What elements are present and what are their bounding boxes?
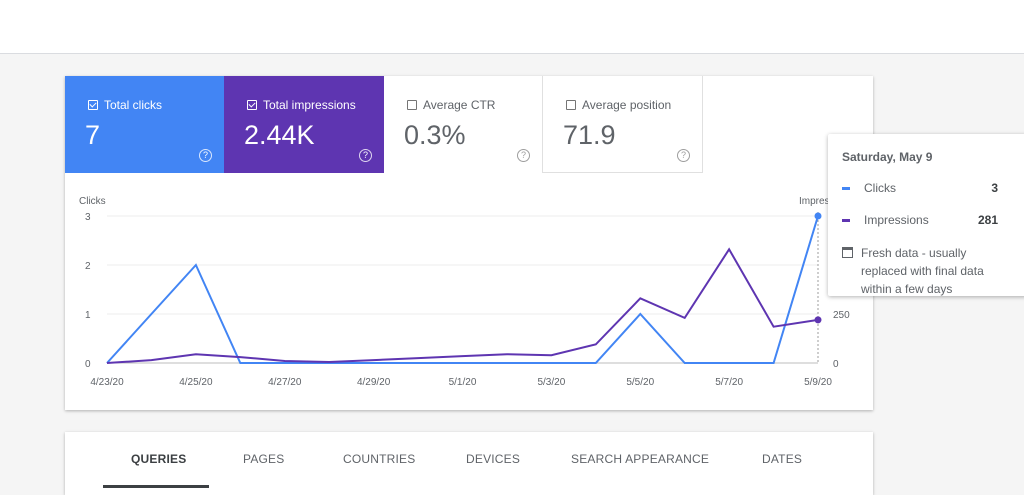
checkbox-unchecked-icon[interactable]: [566, 100, 576, 110]
checkbox-checked-icon[interactable]: [88, 100, 98, 110]
y-axis-label-right: Impressions: [799, 196, 853, 207]
checkbox-unchecked-icon[interactable]: [407, 100, 417, 110]
metric-value: 71.9: [563, 120, 616, 150]
calendar-icon: [842, 247, 853, 258]
chart-tooltip: Saturday, May 9 Clicks 3 Impressions 281…: [828, 134, 1024, 296]
y-tick-label-left: 0: [85, 359, 91, 370]
x-tick-label: 5/3/20: [537, 377, 565, 386]
x-tick-label: 4/23/20: [90, 377, 124, 386]
metric-label: Average position: [582, 98, 672, 112]
tooltip-row-name: Clicks: [864, 181, 896, 195]
y-tick-label-left: 1: [85, 310, 91, 321]
active-tab-indicator: [103, 485, 209, 488]
hover-point-impressions: [814, 316, 822, 324]
help-icon[interactable]: ?: [359, 149, 372, 162]
performance-chart[interactable]: 0 1 2 3 0 250 Clicks Impressions 4/23/20 4/25/20 4…: [65, 186, 873, 386]
hover-point-clicks: [814, 212, 822, 220]
tab-pages[interactable]: PAGES: [243, 452, 285, 466]
y-tick-label-right: 0: [833, 359, 839, 370]
x-tick-label: 5/5/20: [626, 377, 654, 386]
metric-value: 7: [85, 120, 101, 150]
tab-devices[interactable]: DEVICES: [466, 452, 521, 466]
checkbox-checked-icon[interactable]: [247, 100, 257, 110]
metric-label: Total impressions: [263, 98, 356, 112]
y-tick-label-left: 2: [85, 261, 91, 272]
series-line-clicks: [106, 215, 819, 364]
metric-total-clicks[interactable]: Total clicks 7 ?: [65, 76, 224, 173]
help-icon[interactable]: ?: [199, 149, 212, 162]
tab-search-appearance[interactable]: SEARCH APPEARANCE: [571, 452, 710, 466]
top-bar: [0, 0, 1024, 54]
tooltip-row-name: Impressions: [864, 213, 929, 227]
y-tick-label-left: 3: [85, 212, 91, 223]
tooltip-row-clicks: Clicks 3: [842, 181, 998, 195]
tab-countries[interactable]: COUNTRIES: [343, 452, 416, 466]
metric-total-impressions[interactable]: Total impressions 2.44K ?: [224, 76, 384, 173]
x-tick-label: 5/9/20: [804, 377, 832, 386]
performance-card: Total clicks 7 ? Total impressions 2.44K…: [65, 76, 873, 410]
metric-label: Total clicks: [104, 98, 163, 112]
y-tick-label-right: 250: [833, 310, 850, 321]
tooltip-note-text: Fresh data - usually replaced with final…: [861, 246, 984, 296]
metric-average-position[interactable]: Average position 71.9 ?: [543, 76, 703, 173]
tooltip-row-value: 281: [977, 213, 998, 227]
x-tick-label: 4/29/20: [357, 377, 391, 386]
report-tabs: QUERIES PAGES COUNTRIES DEVICES SEARCH A…: [65, 432, 873, 495]
tab-dates[interactable]: DATES: [762, 452, 803, 466]
metric-value: 2.44K: [244, 120, 315, 150]
tooltip-row-impressions: Impressions 281: [842, 213, 998, 227]
metric-average-ctr[interactable]: Average CTR 0.3% ?: [384, 76, 543, 173]
x-tick-label: 5/1/20: [449, 377, 477, 386]
series-line-impressions: [106, 247, 819, 364]
series-dash-icon: [842, 186, 850, 190]
tab-queries[interactable]: QUERIES: [131, 452, 187, 466]
tooltip-row-value: 3: [991, 181, 998, 195]
tooltip-note: Fresh data - usually replaced with final…: [842, 244, 1012, 298]
x-tick-label: 4/27/20: [268, 377, 302, 386]
help-icon[interactable]: ?: [677, 149, 690, 162]
metric-value: 0.3%: [404, 120, 466, 150]
x-tick-label: 5/7/20: [715, 377, 743, 386]
y-axis-label-left: Clicks: [79, 196, 106, 207]
x-tick-label: 4/25/20: [179, 377, 213, 386]
series-dash-icon: [842, 218, 850, 222]
tooltip-date: Saturday, May 9: [842, 150, 933, 164]
metric-label: Average CTR: [423, 98, 496, 112]
help-icon[interactable]: ?: [517, 149, 530, 162]
